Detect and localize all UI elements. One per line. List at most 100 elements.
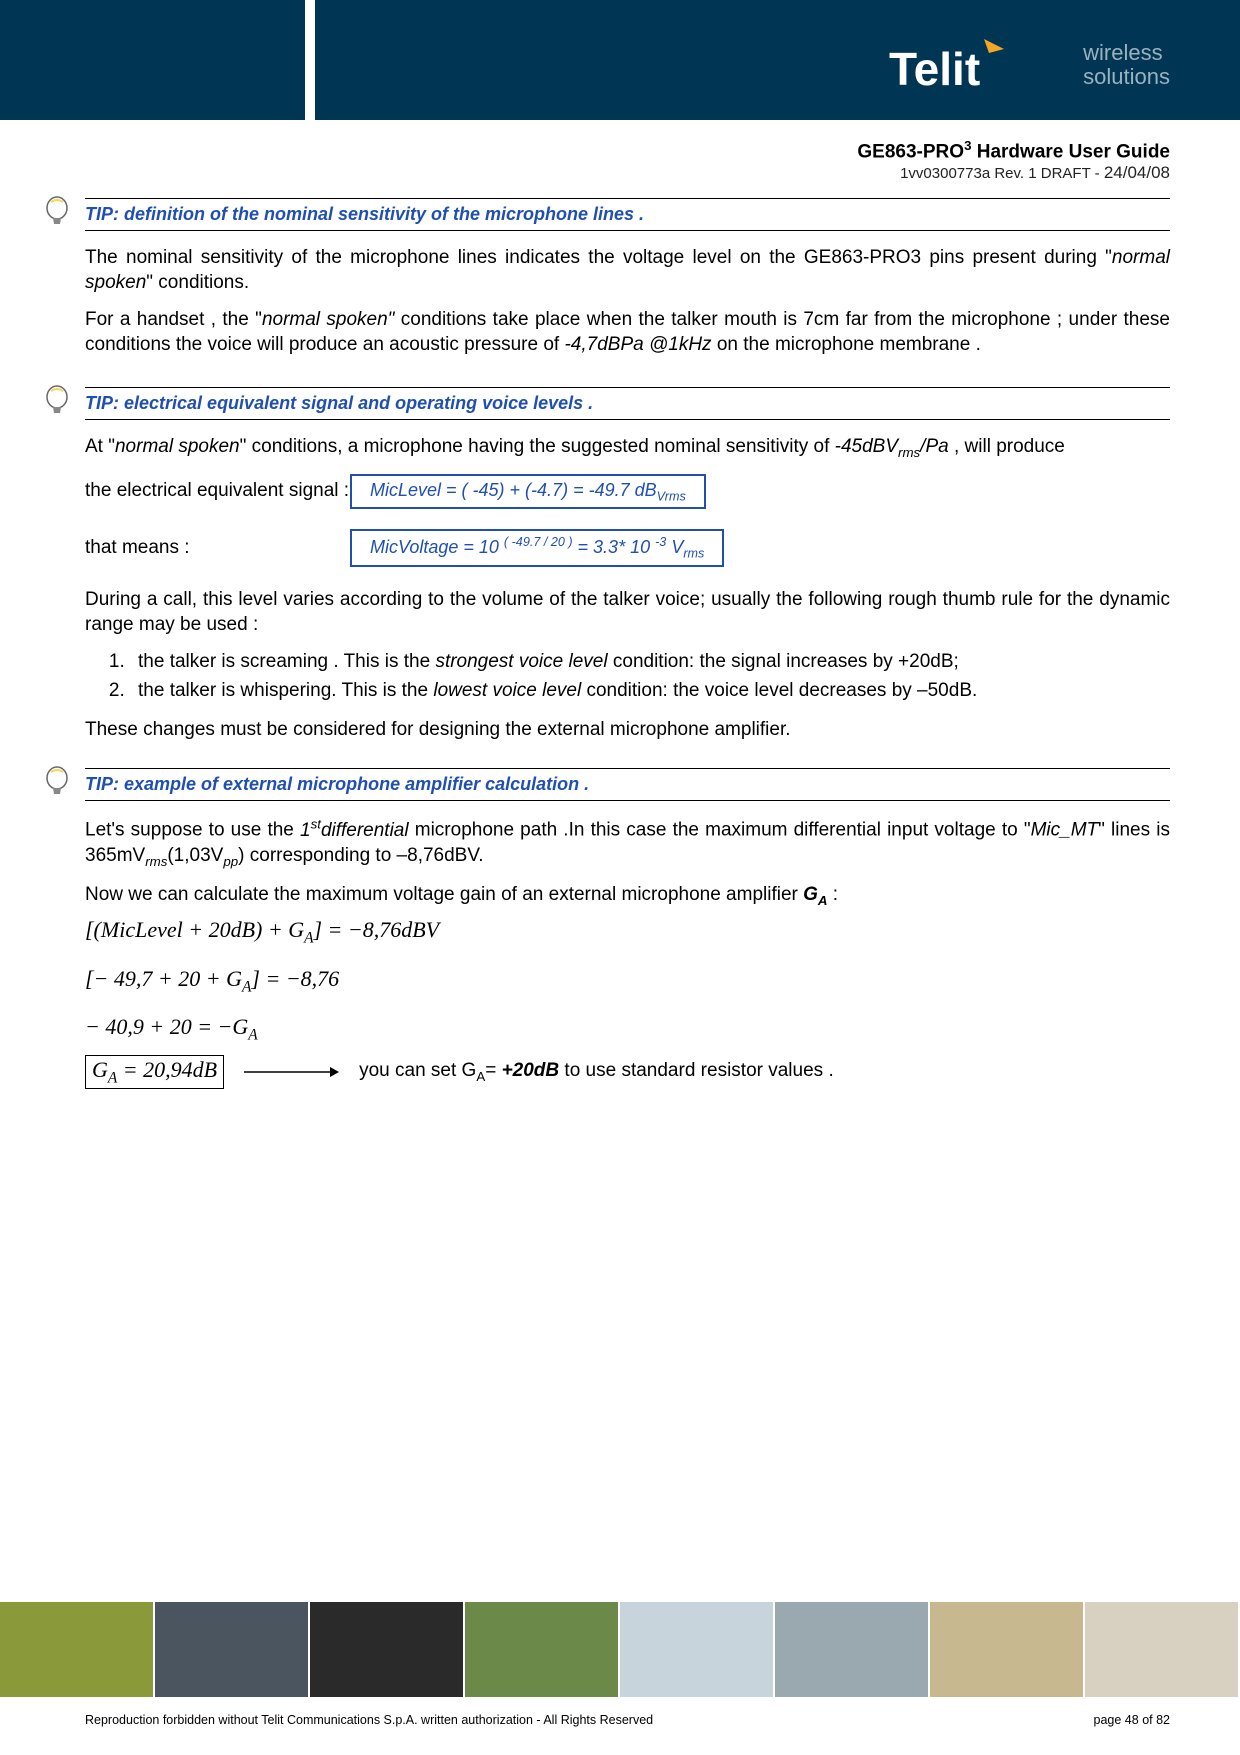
formula1-lead: the electrical equivalent signal :: [85, 480, 350, 502]
brand-logo: Telit wireless solutions: [889, 35, 1170, 95]
rev-date: 24/04/08: [1104, 163, 1170, 182]
eq4b: = 20,94dB: [117, 1057, 217, 1082]
li2c: condition: the voice level decreases by …: [581, 680, 977, 701]
formula-row-1: the electrical equivalent signal : MicLe…: [85, 474, 1170, 510]
t3p2c: A: [818, 893, 828, 908]
header-band: Telit wireless solutions: [0, 0, 1240, 120]
li2a: the talker is whispering. This is the: [138, 680, 433, 701]
footer-img-1: [0, 1602, 155, 1697]
f2s1: ( -49.7 / 20 ): [504, 535, 573, 549]
t3p1f: Mic_MT: [1031, 820, 1099, 841]
t2p1d: -45dBV: [835, 436, 898, 457]
tip-1-header: TIP: definition of the nominal sensitivi…: [85, 198, 1170, 231]
t1p1c: " conditions.: [146, 272, 249, 293]
footer-text-row: Reproduction forbidden without Telit Com…: [85, 1713, 1170, 1727]
t3p1c: st: [311, 816, 321, 831]
eq1a: [(MicLevel + 20dB) + G: [85, 917, 304, 942]
tip1-para2: For a handset , the "normal spoken" cond…: [85, 307, 1170, 357]
footer-img-4: [465, 1602, 620, 1697]
tagline-2: solutions: [1083, 65, 1170, 89]
t3p1h: rms: [145, 853, 167, 868]
doc-title-block: GE863-PRO3 Hardware User Guide 1vv030077…: [0, 138, 1240, 183]
t2p1e: /Pa: [920, 436, 949, 457]
equation-4-note: you can set GA= +20dB to use standard re…: [359, 1060, 834, 1084]
t1p2e: on the microphone membrane .: [712, 334, 981, 355]
equation-1: [(MicLevel + 20dB) + GA] = −8,76dBV: [85, 917, 1170, 947]
t3p2d: :: [828, 884, 839, 905]
list-item-1: the talker is screaming . This is the st…: [130, 649, 1170, 674]
footer-image-strip: [0, 1602, 1240, 1697]
t2p1f: , will produce: [949, 436, 1065, 457]
footer-page: page 48 of 82: [1094, 1713, 1170, 1727]
t3p1i: (1,03V: [167, 845, 223, 866]
formula1-box: MicLevel = ( -45) + (-4.7) = -49.7 dBVrm…: [350, 474, 706, 510]
formula-row-2: that means : MicVoltage = 10 ( -49.7 / 2…: [85, 529, 1170, 567]
formula2-box: MicVoltage = 10 ( -49.7 / 20 ) = 3.3* 10…: [350, 529, 724, 567]
footer-img-2: [155, 1602, 310, 1697]
tip-3-header: TIP: example of external microphone ampl…: [85, 768, 1170, 801]
tip-1-label: TIP: definition of the nominal sensitivi…: [85, 201, 644, 228]
tagline-1: wireless: [1083, 41, 1170, 65]
title-post: Hardware User Guide: [971, 141, 1170, 162]
t1p2d: -4,7dBPa @1kHz: [564, 334, 711, 355]
doc-revision: 1vv0300773a Rev. 1 DRAFT - 24/04/08: [0, 163, 1170, 183]
rev-text: 1vv0300773a Rev. 1 DRAFT -: [900, 165, 1104, 182]
t3p2b: G: [803, 884, 818, 905]
tip-2-header: TIP: electrical equivalent signal and op…: [85, 387, 1170, 420]
doc-title: GE863-PRO3 Hardware User Guide: [0, 138, 1170, 163]
footer-img-8: [1085, 1602, 1240, 1697]
equation-3: − 40,9 + 20 = −GA: [85, 1014, 1170, 1044]
t3p1d: differential: [321, 820, 409, 841]
f2s2: -3: [655, 535, 666, 549]
lightbulb-icon: [43, 766, 71, 800]
tip2-para1: At "normal spoken" conditions, a microph…: [85, 434, 1170, 461]
title-pre: GE863-PRO: [857, 141, 964, 162]
t3p1e: microphone path .In this case the maximu…: [409, 820, 1031, 841]
list-item-2: the talker is whispering. This is the lo…: [130, 678, 1170, 703]
li1b: strongest voice level: [435, 651, 607, 672]
footer-img-5: [620, 1602, 775, 1697]
tip2-para3: During a call, this level varies accordi…: [85, 587, 1170, 637]
t1p1a: The nominal sensitivity of the microphon…: [85, 247, 1112, 268]
f1s: Vrms: [657, 489, 686, 503]
lightbulb-icon: [43, 196, 71, 230]
f2c: V: [666, 537, 683, 557]
eq2a: [− 49,7 + 20 + G: [85, 966, 242, 991]
t3p1a: Let's suppose to use the: [85, 820, 300, 841]
equation-4-box: GA = 20,94dB: [85, 1055, 224, 1089]
t3p1j: pp: [223, 853, 238, 868]
t1p2a: For a handset , the ": [85, 309, 262, 330]
lightbulb-icon: [43, 385, 71, 419]
t2p1a: At ": [85, 436, 115, 457]
eq4na: you can set G: [359, 1060, 476, 1081]
t3p2a: Now we can calculate the maximum voltage…: [85, 884, 803, 905]
eq3: − 40,9 + 20 = −G: [85, 1014, 248, 1039]
equation-4-row: GA = 20,94dB you can set GA= +20dB to us…: [85, 1055, 1170, 1089]
f2a: MicVoltage = 10: [370, 537, 504, 557]
f1t: MicLevel = ( -45) + (-4.7) = -49.7 dB: [370, 480, 657, 500]
tip2-list: the talker is screaming . This is the st…: [130, 649, 1170, 703]
tip3-para1: Let's suppose to use the 1stdifferential…: [85, 815, 1170, 870]
eq4nd: to use standard resistor values .: [559, 1060, 834, 1081]
header-left-block: [0, 0, 305, 120]
tip-3-label: TIP: example of external microphone ampl…: [85, 771, 589, 798]
f2b: = 3.3* 10: [573, 537, 656, 557]
page-content: TIP: definition of the nominal sensitivi…: [85, 190, 1170, 1097]
formula2-lead: that means :: [85, 537, 350, 559]
t1p2b: normal spoken": [262, 309, 394, 330]
t3p1k: ) corresponding to –8,76dBV.: [238, 845, 483, 866]
svg-text:Telit: Telit: [889, 43, 980, 95]
eq1b: ] = −8,76dBV: [313, 917, 439, 942]
t2p1c: " conditions, a microphone having the su…: [240, 436, 835, 457]
arrow-icon: [244, 1065, 339, 1079]
li1a: the talker is screaming . This is the: [138, 651, 435, 672]
footer-img-6: [775, 1602, 930, 1697]
eq4a: G: [92, 1057, 108, 1082]
eq2b: ] = −8,76: [251, 966, 339, 991]
t3p1b: 1: [300, 820, 311, 841]
footer-img-7: [930, 1602, 1085, 1697]
eq4nc: +20dB: [502, 1060, 560, 1081]
equation-2: [− 49,7 + 20 + GA] = −8,76: [85, 966, 1170, 996]
t2p1b: normal spoken: [115, 436, 240, 457]
eq4nb: =: [485, 1060, 501, 1081]
